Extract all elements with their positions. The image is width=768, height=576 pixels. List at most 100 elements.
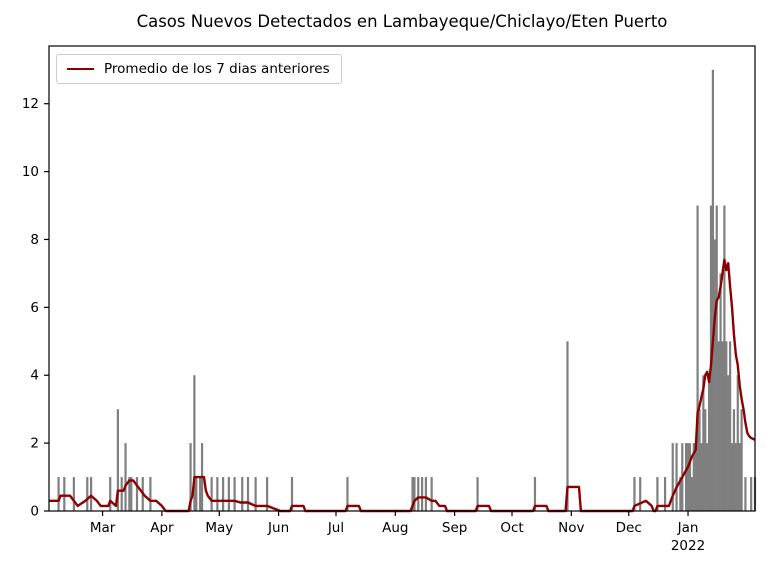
bar: [740, 409, 743, 511]
bar: [700, 443, 703, 511]
bar: [193, 375, 196, 511]
bar: [675, 443, 678, 511]
bar: [671, 443, 674, 511]
bar: [719, 273, 722, 511]
bar: [715, 205, 718, 511]
y-tick-label: 8: [30, 232, 39, 248]
bar: [476, 477, 479, 511]
bar: [290, 477, 294, 511]
bar: [692, 443, 695, 511]
bar: [411, 477, 414, 511]
bar: [698, 409, 701, 511]
bar: [738, 443, 741, 511]
bar: [690, 477, 693, 511]
bar: [128, 477, 131, 511]
y-tick-label: 0: [30, 504, 39, 520]
bar: [130, 477, 133, 511]
bar: [694, 443, 697, 511]
bar: [704, 409, 707, 511]
bar: [686, 443, 690, 511]
bar: [723, 205, 726, 511]
bar: [725, 341, 728, 511]
x-tick-label: Mar: [90, 520, 116, 536]
bar: [732, 409, 736, 511]
axes-frame: [48, 45, 756, 512]
bar: [424, 477, 428, 511]
legend-label: Promedio de los 7 dias anteriores: [104, 61, 330, 77]
bar: [222, 477, 225, 511]
bar: [533, 477, 537, 511]
x-tick-label: May: [205, 520, 233, 536]
y-tick-label: 2: [30, 436, 39, 452]
bar: [729, 341, 732, 511]
bar: [89, 477, 93, 511]
bar: [72, 477, 75, 511]
bar: [417, 477, 420, 511]
bar: [233, 477, 236, 511]
bar: [266, 477, 269, 511]
bar: [210, 477, 213, 511]
bar: [566, 341, 569, 511]
x-tick-year-label: 2022: [671, 538, 705, 554]
chart-title: Casos Nuevos Detectados en Lambayeque/Ch…: [136, 12, 668, 31]
bar: [734, 443, 737, 511]
bar: [254, 477, 257, 511]
bar: [688, 443, 692, 511]
bar: [696, 205, 699, 511]
bar: [216, 477, 219, 511]
bar: [702, 375, 705, 511]
bar: [721, 341, 724, 511]
x-tick-label: Oct: [500, 520, 523, 536]
avg-line: [49, 258, 756, 513]
bar: [420, 477, 424, 511]
bar: [679, 477, 682, 511]
legend: Promedio de los 7 dias anteriores: [56, 54, 342, 84]
bar: [346, 477, 349, 511]
bar: [86, 477, 89, 511]
bar: [727, 375, 730, 511]
bar: [120, 477, 123, 511]
bar: [430, 477, 433, 511]
bar: [750, 477, 753, 511]
bar: [713, 239, 716, 511]
bar: [413, 477, 416, 511]
x-tick-label: Aug: [382, 520, 408, 536]
bar: [124, 443, 127, 511]
bar: [736, 375, 739, 511]
bar: [246, 477, 250, 511]
x-tick-label: Jun: [267, 520, 289, 536]
x-tick-label: Dec: [616, 520, 642, 536]
y-tick-label: 4: [30, 368, 39, 384]
y-tick-label: 6: [30, 300, 39, 316]
bar: [227, 477, 230, 511]
bar: [199, 477, 202, 511]
legend-line-sample: [67, 68, 94, 70]
bar: [685, 443, 688, 511]
x-tick-label: Sep: [442, 520, 467, 536]
x-tick-label: Jan: [677, 520, 699, 536]
bar: [744, 477, 747, 511]
x-tick-label: Jul: [327, 520, 344, 536]
bar: [195, 477, 198, 511]
y-tick-label: 12: [22, 96, 39, 112]
bar: [707, 375, 711, 511]
bar: [706, 443, 709, 511]
bar: [149, 477, 152, 511]
bar: [639, 477, 642, 511]
x-tick-label: Nov: [558, 520, 584, 536]
bar: [189, 443, 192, 511]
bar: [241, 477, 244, 511]
bar: [116, 409, 119, 511]
bar: [109, 477, 112, 511]
bar: [57, 477, 60, 511]
bar: [711, 69, 715, 511]
y-tick-label: 10: [22, 164, 39, 180]
bar: [135, 477, 139, 511]
bar: [730, 443, 734, 511]
bar: [663, 477, 667, 511]
bar: [633, 477, 636, 511]
bar: [656, 477, 659, 511]
bar: [63, 477, 66, 511]
